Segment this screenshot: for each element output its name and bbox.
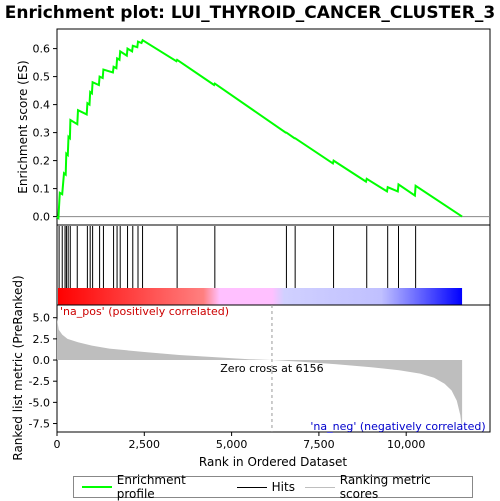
rank-ytick-label: 2.5 xyxy=(33,333,51,346)
rank-ytick-label: -5.0 xyxy=(29,396,50,409)
legend-item-enrichment-profile: Enrichment profile xyxy=(82,473,227,501)
es-ytick-label: 0.4 xyxy=(33,99,51,112)
es-ytick-label: 0.6 xyxy=(33,43,51,56)
chart-title: Enrichment plot: LUI_THYROID_CANCER_CLUS… xyxy=(5,3,495,23)
enrichment-profile-swatch xyxy=(82,486,112,488)
rank-color-bar xyxy=(58,288,463,305)
es-ytick-label: 0.1 xyxy=(33,183,51,196)
x-axis-label: Rank in Ordered Dataset xyxy=(199,455,347,469)
legend-label: Hits xyxy=(271,480,295,494)
rank-ytick-label: 0.0 xyxy=(33,354,51,367)
legend-label: Enrichment profile xyxy=(116,473,186,501)
negative-correlation-label: 'na_neg' (negatively correlated) xyxy=(310,420,485,433)
rank-xtick-label: 10,000 xyxy=(387,438,426,451)
es-ytick-label: 0.2 xyxy=(33,155,51,168)
enrichment-profile-line xyxy=(56,38,463,221)
hits-markers xyxy=(58,226,417,288)
rank-xtick-label: 5,000 xyxy=(216,438,248,451)
es-panel-frame xyxy=(56,28,491,226)
rank-ytick-label: -7.5 xyxy=(29,418,50,431)
legend-item-ranking-metric: Ranking metric scores xyxy=(304,473,472,501)
rank-panel-axis: 5.0 2.5 0.0 -2.5 -5.0 -7.5 0 2,500 5,000 7,500 10,… xyxy=(29,312,426,451)
es-axis-label: Enrichment score (ES) xyxy=(16,60,30,193)
es-ytick-label: 0.0 xyxy=(33,211,51,224)
rank-ytick-label: 5.0 xyxy=(33,312,51,325)
rank-xtick-label: 7,500 xyxy=(303,438,335,451)
legend: Enrichment profile Hits Ranking metric s… xyxy=(73,473,473,501)
legend-label: Ranking metric scores xyxy=(339,473,431,501)
es-ytick-label: 0.3 xyxy=(33,127,51,140)
legend-item-hits: Hits xyxy=(236,480,295,494)
ranking-metric-swatch xyxy=(304,486,335,488)
positive-correlation-label: 'na_pos' (positively correlated) xyxy=(60,305,229,318)
rank-xtick-label: 2,500 xyxy=(129,438,161,451)
rank-axis-label: Ranked list metric (PreRanked) xyxy=(11,275,25,460)
es-ytick-label: 0.5 xyxy=(33,71,51,84)
rank-ytick-label: -2.5 xyxy=(29,375,50,388)
hits-swatch xyxy=(236,486,267,488)
es-panel-axis: 0.0 0.1 0.2 0.3 0.4 0.5 0.6 xyxy=(33,43,490,224)
rank-xtick-label: 0 xyxy=(54,438,61,451)
zero-cross-label: Zero cross at 6156 xyxy=(220,362,323,375)
